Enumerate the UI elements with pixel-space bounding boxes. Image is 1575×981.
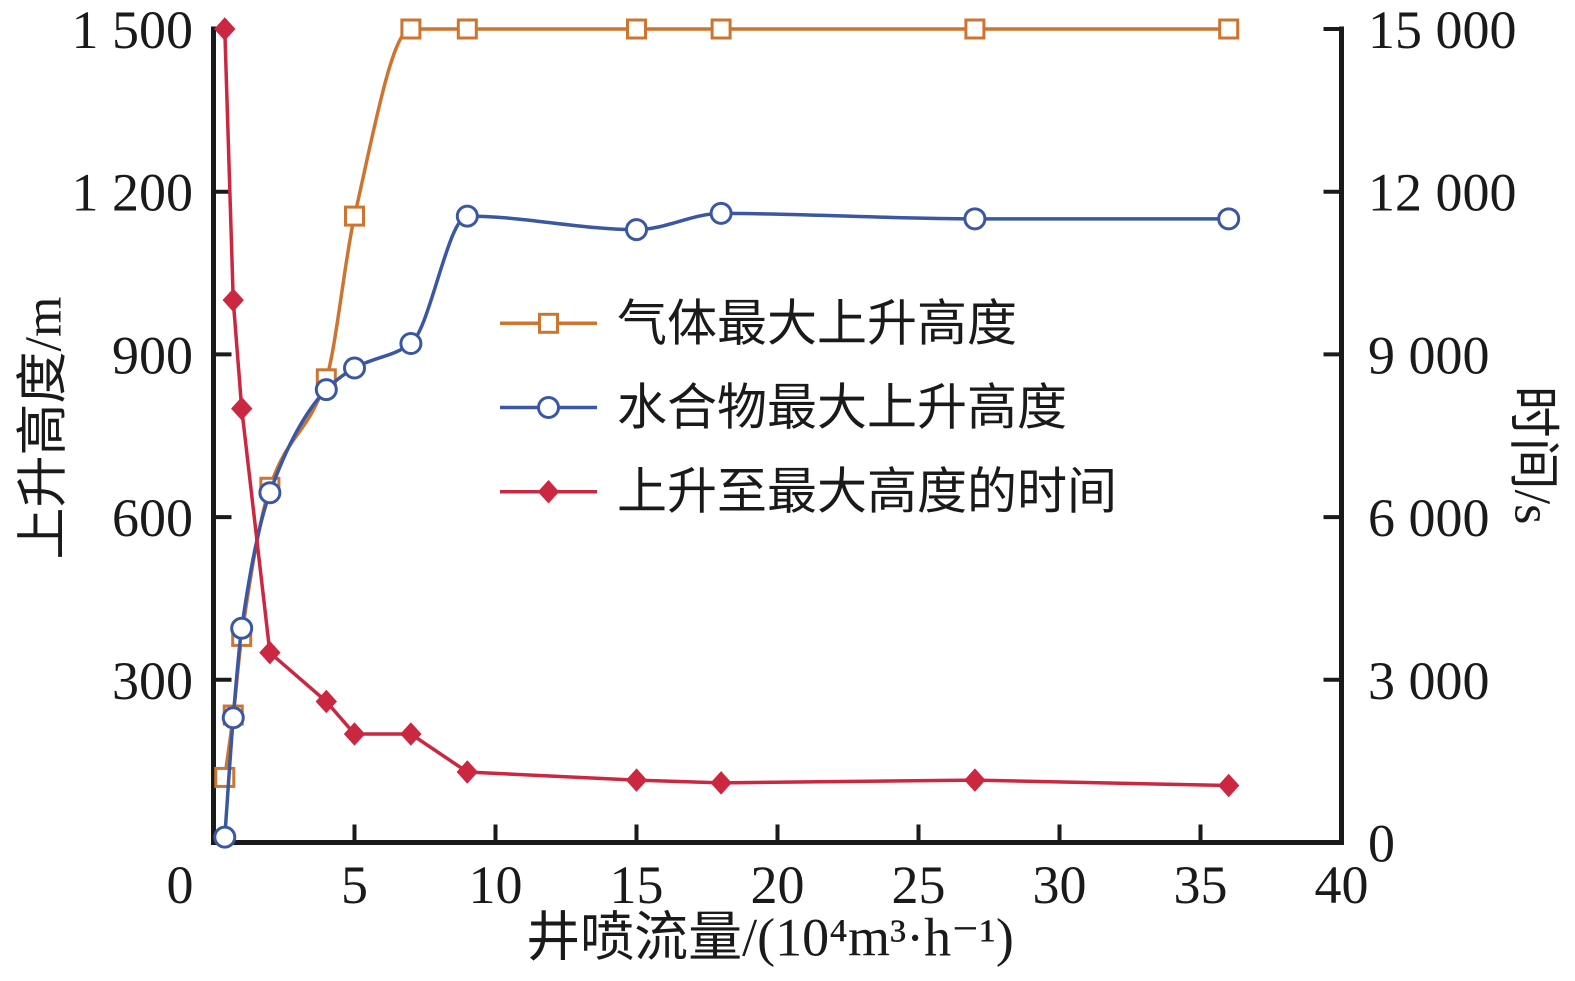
legend-marker-hydrate-max-rise-height	[537, 396, 560, 419]
marker-time-to-max-height	[625, 768, 648, 792]
x-tick-label: 30	[1033, 855, 1087, 915]
y-axis-title-left: 上升高度/m	[15, 296, 73, 560]
marker-hydrate-max-rise-height	[1217, 207, 1241, 231]
x-tick-label: 0	[167, 855, 194, 915]
x-tick-label: 25	[892, 855, 946, 915]
y-tick-label-left: 600	[112, 488, 193, 548]
marker-gas-max-rise-height	[344, 205, 365, 227]
tick-labels: 0 5 10 15 20 25 30 35 40 300 600 900 1 200 1 500 0 3 00…	[72, 0, 1517, 915]
marker-hydrate-max-rise-height	[230, 616, 254, 640]
y-tick-label-left: 1 500	[72, 0, 194, 60]
marker-time-to-max-height	[964, 768, 986, 792]
marker-time-to-max-height	[231, 396, 253, 421]
marker-gas-max-rise-height	[1218, 18, 1240, 40]
legend-label-time-to-max-height: 上升至最大高度的时间	[617, 464, 1117, 520]
marker-time-to-max-height	[400, 722, 422, 746]
y-tick-label-right: 12 000	[1368, 163, 1517, 223]
marker-time-to-max-height	[710, 771, 732, 795]
marker-gas-max-rise-height	[710, 18, 732, 40]
legend-marker-gas-max-rise-height	[538, 312, 559, 334]
marker-hydrate-max-rise-height	[258, 481, 282, 505]
x-tick-label: 10	[469, 855, 523, 915]
marker-hydrate-max-rise-height	[625, 218, 648, 242]
legend-label-hydrate-max-rise-height: 水合物最大上升高度	[617, 380, 1067, 436]
marker-hydrate-max-rise-height	[399, 332, 423, 356]
y-tick-label-right: 15 000	[1368, 0, 1517, 60]
legend-marker-time-to-max-height	[537, 479, 560, 504]
y-tick-label-right: 3 000	[1368, 651, 1490, 711]
marker-hydrate-max-rise-height	[963, 207, 987, 231]
marker-hydrate-max-rise-height	[314, 378, 338, 402]
marker-time-to-max-height	[1218, 773, 1240, 798]
marker-gas-max-rise-height	[400, 18, 422, 40]
marker-time-to-max-height	[214, 17, 236, 41]
marker-gas-max-rise-height	[214, 766, 236, 788]
marker-time-to-max-height	[343, 722, 366, 746]
marker-hydrate-max-rise-height	[455, 204, 479, 228]
y-axis-title-right: 时间/s	[1503, 385, 1561, 525]
x-axis-title: 井喷流量/(10⁴m³·h⁻¹)	[526, 907, 1014, 968]
legend-item-time-to-max-height: 上升至最大高度的时间	[500, 464, 1117, 520]
x-tick-label: 40	[1315, 855, 1369, 915]
x-tick-label: 5	[341, 855, 368, 915]
y-tick-label-left: 300	[112, 651, 193, 711]
legend-item-gas-max-rise-height: 气体最大上升高度	[500, 295, 1017, 351]
series-hydrate-max-rise-height	[213, 201, 1241, 849]
marker-time-to-max-height	[222, 288, 244, 312]
series-time-to-max-height	[214, 17, 1240, 798]
legend-item-hydrate-max-rise-height: 水合物最大上升高度	[500, 380, 1067, 436]
marker-gas-max-rise-height	[626, 18, 647, 40]
y-tick-label-left: 1 200	[72, 163, 194, 223]
legend-label-gas-max-rise-height: 气体最大上升高度	[617, 295, 1017, 351]
series-line-time-to-max-height	[223, 28, 1229, 788]
marker-hydrate-max-rise-height	[343, 356, 366, 380]
marker-time-to-max-height	[259, 640, 281, 665]
y-tick-label-right: 9 000	[1368, 325, 1490, 385]
axes	[211, 26, 1344, 845]
y-tick-label-left: 900	[112, 325, 193, 385]
x-tick-label: 20	[751, 855, 805, 915]
marker-time-to-max-height	[315, 689, 337, 714]
marker-hydrate-max-rise-height	[709, 201, 733, 225]
marker-hydrate-max-rise-height	[213, 825, 237, 849]
marker-time-to-max-height	[456, 760, 478, 784]
x-tick-label: 35	[1174, 855, 1228, 915]
marker-gas-max-rise-height	[456, 18, 478, 40]
marker-hydrate-max-rise-height	[221, 706, 245, 730]
y-tick-label-right: 0	[1368, 814, 1395, 874]
x-tick-label: 15	[610, 855, 664, 915]
marker-gas-max-rise-height	[964, 18, 986, 40]
y-tick-label-right: 6 000	[1368, 488, 1490, 548]
